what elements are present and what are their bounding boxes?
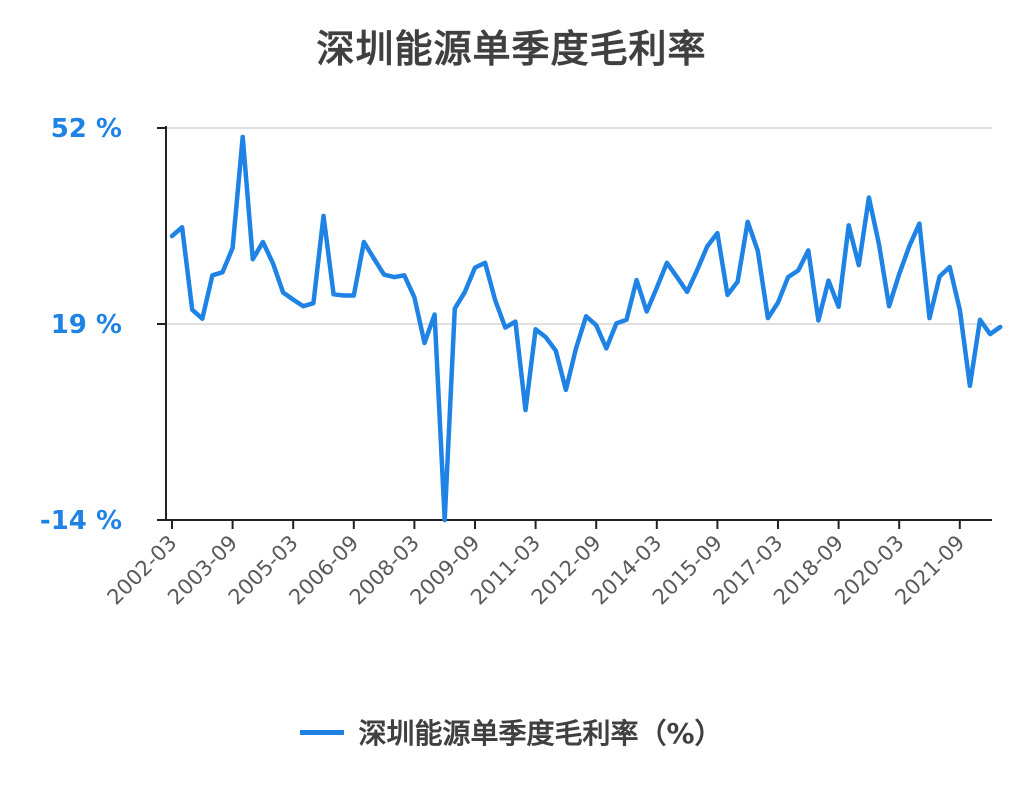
legend[interactable]: 深圳能源单季度毛利率（%）	[0, 712, 1023, 752]
legend-label: 深圳能源单季度毛利率（%）	[358, 717, 723, 750]
gridlines	[166, 127, 992, 325]
chart-title: 深圳能源单季度毛利率	[316, 27, 707, 71]
legend-swatch	[300, 729, 345, 735]
y-tick-labels: 52 % 19 % -14 %	[40, 114, 122, 536]
x-tick-labels: 2002-032003-092005-032006-092008-032009-…	[103, 531, 970, 610]
axes	[157, 126, 992, 529]
y-tick-label: -14 %	[40, 506, 122, 536]
y-tick-label: 52 %	[51, 114, 122, 144]
series-line-0[interactable]	[169, 134, 1003, 523]
chart-plot: 52 % 19 % -14 % 2002-032003-092005-032006-…	[40, 114, 1003, 610]
series-layer	[169, 134, 1003, 523]
y-tick-label: 19 %	[51, 310, 122, 340]
